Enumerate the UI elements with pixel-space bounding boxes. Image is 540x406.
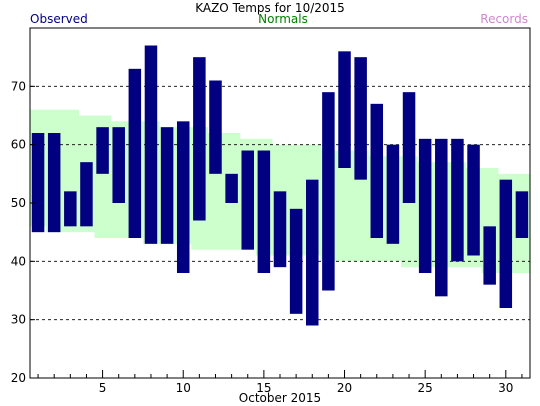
observed-bar-day-19 xyxy=(322,92,335,291)
observed-bar-day-16 xyxy=(273,191,287,268)
observed-bar-day-1 xyxy=(31,133,45,233)
normal-range-day-20 xyxy=(336,150,354,262)
observed-bar-day-28 xyxy=(467,144,480,256)
observed-bar-day-3 xyxy=(64,191,77,227)
y-tick-label: 70 xyxy=(11,79,26,93)
observed-bar-day-25 xyxy=(418,138,432,273)
observed-bar-day-14 xyxy=(241,150,254,250)
observed-bar-day-5 xyxy=(96,127,109,174)
y-tick-label: 20 xyxy=(11,371,26,385)
observed-bar-day-12 xyxy=(209,80,222,174)
observed-bar-day-7 xyxy=(128,68,142,238)
x-axis: 5 10 15 20 25 30 xyxy=(37,370,523,395)
chart-title: KAZO Temps for 10/2015 xyxy=(195,1,345,15)
x-tick-label: 30 xyxy=(498,381,513,395)
observed-bar-day-11 xyxy=(193,57,206,221)
observed-bar-day-30 xyxy=(499,179,513,308)
x-axis-label: October 2015 xyxy=(239,391,321,405)
observed-bar-day-27 xyxy=(451,138,464,262)
observed-bar-day-2 xyxy=(47,133,61,233)
observed-bar-day-15 xyxy=(257,150,271,273)
y-tick-label: 60 xyxy=(11,138,26,152)
observed-bar-day-22 xyxy=(370,103,384,238)
y-tick-label: 40 xyxy=(11,254,26,268)
observed-bars xyxy=(31,45,529,326)
observed-bar-day-24 xyxy=(402,92,416,203)
observed-bar-day-6 xyxy=(112,127,125,203)
observed-bar-day-23 xyxy=(386,144,400,244)
observed-bar-day-17 xyxy=(289,208,303,314)
x-tick-label: 15 xyxy=(256,381,271,395)
x-tick-label: 5 xyxy=(99,381,107,395)
y-tick-label: 30 xyxy=(11,313,26,327)
y-axis: 20 30 40 50 60 70 xyxy=(11,79,35,385)
observed-bar-day-31 xyxy=(515,191,529,238)
x-tick-label: 25 xyxy=(418,381,433,395)
legend-observed: Observed xyxy=(30,12,88,26)
observed-bar-day-4 xyxy=(80,162,93,227)
legend-records: Records xyxy=(480,12,528,26)
x-tick-label: 10 xyxy=(176,381,191,395)
observed-bar-day-8 xyxy=(144,45,158,244)
x-tick-label: 20 xyxy=(337,381,352,395)
observed-bar-day-21 xyxy=(354,57,367,180)
observed-bar-day-29 xyxy=(483,226,496,285)
observed-bar-day-9 xyxy=(160,127,174,244)
observed-bar-day-13 xyxy=(225,173,238,203)
observed-bar-day-26 xyxy=(435,138,448,297)
y-tick-label: 50 xyxy=(11,196,26,210)
observed-bar-day-10 xyxy=(176,121,190,273)
observed-bar-day-18 xyxy=(306,179,319,326)
legend-normals: Normals xyxy=(258,12,308,26)
observed-bar-day-20 xyxy=(338,51,351,169)
